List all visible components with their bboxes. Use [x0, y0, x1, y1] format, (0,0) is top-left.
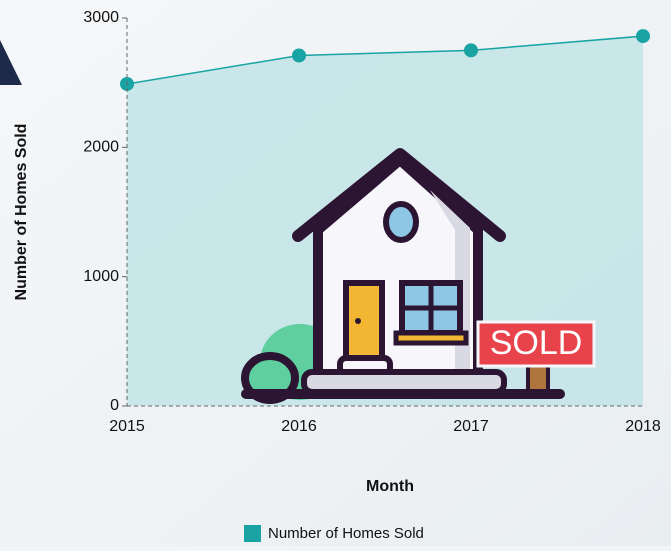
y-axis-label: Number of Homes Sold [13, 124, 30, 301]
house-illustration: SOLD [241, 148, 596, 404]
legend: Number of Homes Sold [244, 525, 424, 542]
marker [464, 43, 478, 58]
x-tick-label: 2016 [281, 418, 317, 435]
y-tick-label: 2000 [83, 139, 119, 156]
decoration [0, 40, 22, 85]
legend-label: Number of Homes Sold [268, 525, 424, 542]
x-tick-label: 2017 [453, 418, 489, 435]
x-tick-label: 2015 [109, 418, 145, 435]
y-tick-label: 0 [110, 397, 119, 414]
y-tick-label: 1000 [83, 268, 119, 285]
legend-swatch [244, 525, 261, 542]
svg-text:SOLD: SOLD [490, 324, 583, 362]
axes: 0 1000 2000 3000 2015 2016 2017 2018 [83, 9, 660, 435]
y-tick-label: 3000 [83, 9, 119, 26]
marker [292, 48, 306, 63]
x-tick-label: 2018 [625, 418, 661, 435]
x-axis-label: Month [366, 478, 414, 495]
marker [636, 29, 650, 44]
line [126, 35, 644, 85]
